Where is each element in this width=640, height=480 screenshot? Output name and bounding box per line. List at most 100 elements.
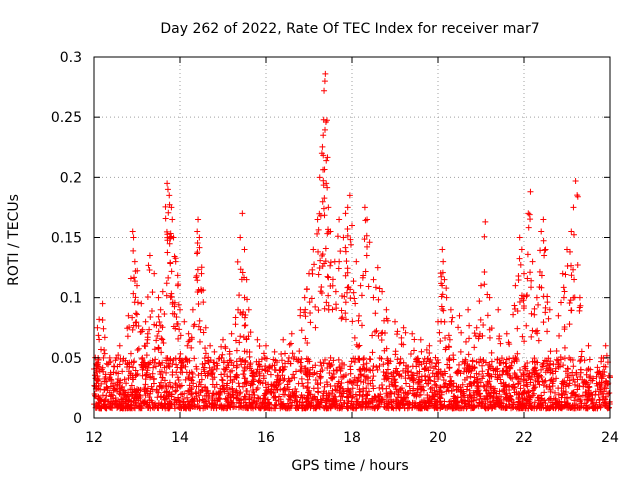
data-point — [598, 354, 605, 361]
data-point — [413, 356, 420, 363]
data-point — [553, 375, 560, 382]
data-point — [107, 383, 114, 390]
data-point — [217, 402, 224, 409]
data-point — [337, 248, 344, 255]
data-point — [497, 340, 504, 347]
data-point — [163, 280, 170, 287]
data-point — [321, 383, 328, 390]
data-point — [462, 338, 469, 345]
data-point — [312, 362, 319, 369]
data-point — [381, 329, 388, 336]
x-tick-label: 22 — [515, 430, 533, 446]
data-point — [520, 377, 527, 384]
data-point — [168, 293, 175, 300]
data-point — [101, 334, 108, 341]
data-point — [389, 404, 396, 411]
data-point — [402, 329, 409, 336]
data-point — [253, 370, 260, 377]
data-point — [375, 296, 382, 303]
data-point — [326, 369, 333, 376]
data-point — [204, 372, 211, 379]
data-point — [355, 375, 362, 382]
data-point — [532, 364, 539, 371]
data-point — [130, 398, 137, 404]
data-point — [366, 239, 373, 246]
data-point — [414, 386, 421, 393]
data-point — [327, 354, 334, 361]
x-tick-labels: 12 14 16 18 20 22 24 — [85, 430, 619, 446]
y-tick-label: 0.25 — [51, 110, 82, 126]
data-point — [198, 264, 205, 271]
data-point — [169, 361, 176, 368]
data-point — [143, 371, 150, 378]
data-point — [195, 301, 202, 308]
data-point — [421, 355, 428, 362]
data-point — [323, 390, 330, 397]
data-point — [486, 334, 493, 341]
data-point — [178, 364, 185, 371]
data-point — [514, 403, 521, 410]
data-point — [434, 375, 441, 382]
data-point — [119, 383, 126, 390]
data-point — [318, 290, 325, 297]
data-point — [562, 271, 569, 278]
data-point — [376, 363, 383, 369]
data-point — [158, 349, 165, 356]
data-point — [316, 264, 323, 271]
data-point — [331, 393, 338, 400]
data-point — [431, 396, 438, 403]
data-point — [202, 360, 209, 367]
data-point — [163, 228, 170, 235]
data-point — [392, 382, 399, 389]
data-point — [229, 379, 236, 386]
data-point — [322, 70, 329, 77]
data-point — [498, 393, 505, 400]
data-point — [148, 308, 155, 315]
data-point — [173, 387, 180, 394]
data-point — [488, 405, 495, 412]
data-point — [516, 234, 523, 241]
data-point — [505, 398, 512, 405]
data-point — [130, 274, 137, 281]
data-point — [519, 333, 526, 340]
data-point — [468, 380, 475, 387]
data-point — [339, 403, 346, 410]
data-point — [201, 364, 208, 371]
data-point — [363, 385, 370, 392]
data-point — [498, 380, 505, 387]
data-point — [324, 381, 331, 388]
data-point — [402, 375, 409, 382]
data-point — [207, 342, 214, 349]
data-point — [594, 369, 601, 376]
data-point — [179, 358, 186, 365]
data-point — [219, 377, 226, 384]
data-point — [176, 355, 183, 362]
data-point — [484, 291, 491, 298]
data-point — [152, 363, 159, 370]
data-point — [439, 246, 446, 253]
data-point — [528, 333, 535, 340]
data-point — [587, 389, 594, 396]
data-point — [558, 390, 565, 397]
data-point — [443, 388, 450, 395]
data-point — [265, 381, 272, 388]
data-point — [101, 350, 108, 357]
data-point — [103, 392, 110, 399]
data-point — [260, 375, 267, 382]
data-point — [567, 394, 574, 401]
data-point — [349, 222, 355, 229]
data-point — [202, 345, 209, 352]
data-point — [570, 266, 577, 273]
data-point — [301, 309, 308, 316]
data-point — [568, 228, 575, 235]
data-point — [250, 388, 257, 395]
data-point — [167, 259, 174, 266]
data-point — [455, 324, 462, 331]
y-axis-label: ROTI / TECUs — [6, 194, 22, 286]
data-point — [417, 336, 424, 343]
data-point — [466, 391, 473, 398]
data-point — [322, 245, 329, 252]
data-point — [572, 177, 579, 184]
data-point — [380, 368, 387, 375]
data-point — [520, 402, 527, 409]
